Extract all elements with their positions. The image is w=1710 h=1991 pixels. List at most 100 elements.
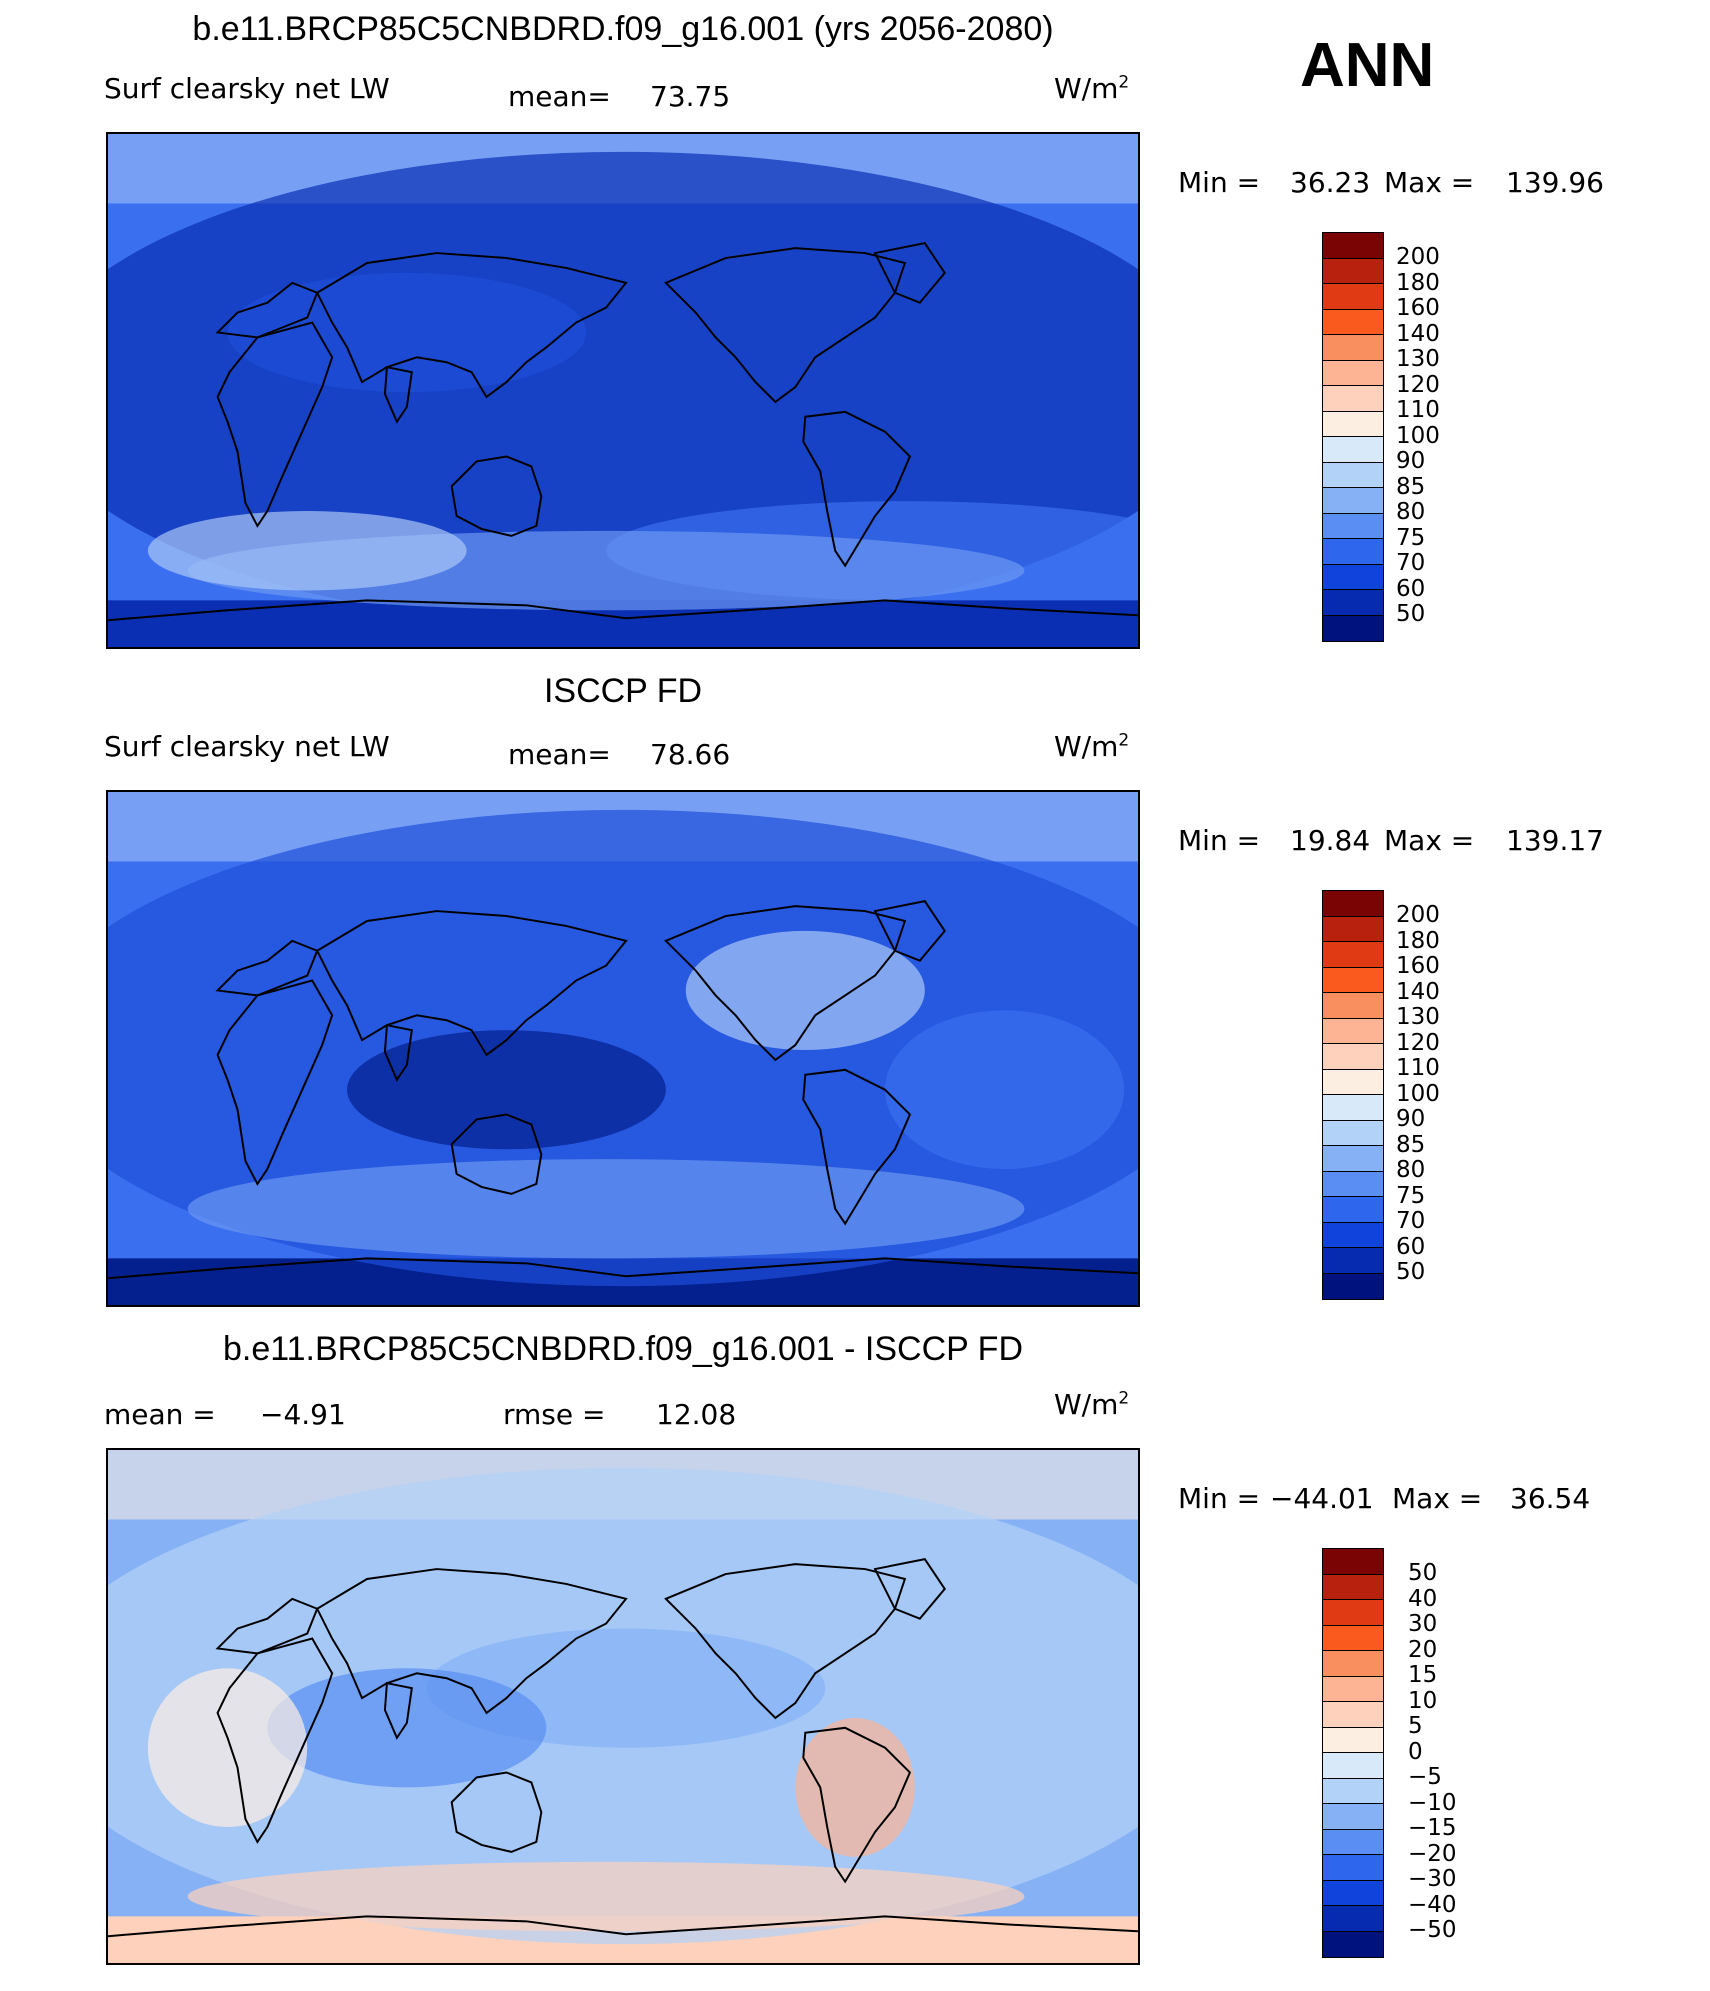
colorbar-tick-label: 75 (1396, 1182, 1426, 1209)
panel-title: b.e11.BRCP85C5CNBDRD.f09_g16.001 (yrs 20… (192, 10, 1054, 48)
colorbar-swatch (1323, 615, 1383, 641)
colorbar-tick-label: −40 (1408, 1891, 1457, 1918)
contour-region (685, 930, 925, 1050)
colorbar-tick-label: 160 (1396, 295, 1440, 321)
coastline (802, 410, 912, 568)
coastline (873, 900, 946, 962)
colorbar-tick-label: 85 (1396, 473, 1426, 500)
colorbar-swatch (1323, 462, 1383, 488)
coastline (383, 1023, 413, 1082)
colorbar-tick-label: 20 (1408, 1636, 1438, 1663)
colorbar-tick-label: 15 (1408, 1662, 1438, 1688)
colorbar-swatch (1323, 1906, 1383, 1932)
coastline (383, 1681, 413, 1740)
contour-region (187, 1159, 1025, 1259)
colorbar-tick-label: 90 (1396, 1106, 1426, 1132)
colorbar-tick-label: 30 (1408, 1611, 1438, 1637)
colorbar-tick-label: 100 (1396, 1080, 1440, 1107)
max-value: 139.96 (1506, 166, 1604, 199)
coastline (664, 1563, 907, 1720)
colorbar-tick-label: −10 (1408, 1789, 1457, 1816)
colorbar-tick-label: 75 (1396, 524, 1426, 551)
colorbar-tick-label: 10 (1408, 1687, 1438, 1714)
map-canvas (108, 1450, 1138, 1963)
rmse-value: 12.08 (656, 1398, 737, 1431)
season-label: ANN (1300, 31, 1435, 100)
colorbar-swatch (1323, 1222, 1383, 1248)
max-label: Max = (1384, 824, 1475, 857)
max-value: 139.17 (1506, 824, 1604, 857)
map-canvas (108, 134, 1138, 647)
colorbar-swatch (1323, 1018, 1383, 1044)
coastline (450, 1113, 543, 1195)
contour-region (227, 272, 587, 392)
colorbar-swatch (1323, 258, 1383, 284)
contour-region (347, 1030, 666, 1150)
colorbar-swatch (1323, 1273, 1383, 1299)
colorbar-tick-label: 50 (1408, 1560, 1438, 1586)
colorbar-swatch (1323, 1727, 1383, 1753)
colorbar-swatch (1323, 1829, 1383, 1855)
contour-map (106, 1448, 1140, 1965)
colorbar-swatch (1323, 1753, 1383, 1779)
colorbar-tick-label: 110 (1396, 397, 1440, 423)
coastline (315, 910, 628, 1057)
contour-region (795, 1717, 915, 1857)
coastline (315, 1568, 628, 1715)
mean-label: mean = (104, 1398, 216, 1431)
colorbar-tick-label: 60 (1396, 1233, 1426, 1260)
colorbar-swatch (1323, 411, 1383, 437)
contour-map (106, 132, 1140, 649)
mean-value: −4.91 (260, 1398, 346, 1431)
colorbar-swatch (1323, 284, 1383, 310)
colorbar-swatch (1323, 916, 1383, 942)
colorbar-tick-label: 40 (1408, 1585, 1438, 1612)
coastline (108, 1915, 1138, 1938)
colorbar-swatch (1323, 993, 1383, 1019)
mean-label: mean= (508, 738, 611, 771)
colorbar-tick-label: −50 (1408, 1917, 1457, 1943)
colorbar-tick-label: 200 (1396, 902, 1440, 928)
colorbar-swatch (1323, 1855, 1383, 1881)
colorbar-swatch (1323, 1676, 1383, 1702)
colorbar-swatch (1323, 1804, 1383, 1830)
colorbar-tick-label: 0 (1408, 1738, 1423, 1765)
colorbar-tick-label: 80 (1396, 1157, 1426, 1183)
colorbar-swatch (1323, 1778, 1383, 1804)
colorbar-swatch (1323, 437, 1383, 463)
colorbar-tick-label: 60 (1396, 575, 1426, 602)
colorbar-swatch (1323, 891, 1383, 917)
colorbar-swatch (1323, 233, 1383, 259)
colorbar-tick-label: 100 (1396, 422, 1440, 449)
contour-region (884, 1010, 1125, 1170)
variable-label: Surf clearsky net LW (104, 72, 390, 105)
colorbar-swatch (1323, 309, 1383, 335)
min-label: Min = (1178, 1482, 1261, 1515)
variable-label: Surf clearsky net LW (104, 730, 390, 763)
coastline (108, 1257, 1138, 1280)
coastline (664, 247, 907, 404)
rmse-label: rmse = (503, 1398, 606, 1431)
colorbar-tick-label: 200 (1396, 244, 1440, 270)
colorbar-tick-label: 70 (1396, 550, 1426, 576)
max-label: Max = (1384, 166, 1475, 199)
colorbar-tick-label: 120 (1396, 1029, 1440, 1056)
colorbar-tick-label: 110 (1396, 1055, 1440, 1081)
colorbar-swatch (1323, 1120, 1383, 1146)
colorbar (1322, 1548, 1384, 1958)
coastline (664, 905, 907, 1062)
coastline (315, 252, 628, 399)
coastline (873, 1558, 946, 1620)
colorbar-tick-label: 50 (1396, 1259, 1426, 1285)
colorbar-swatch (1323, 1044, 1383, 1070)
panel-title: ISCCP FD (543, 672, 703, 710)
coastline (802, 1068, 912, 1226)
colorbar-swatch (1323, 942, 1383, 968)
coastline (450, 1771, 543, 1853)
colorbar-tick-label: 180 (1396, 927, 1440, 954)
contour-region (187, 1861, 1025, 1932)
coastline (216, 321, 334, 528)
colorbar-tick-label: 90 (1396, 448, 1426, 474)
colorbar-swatch (1323, 1197, 1383, 1223)
min-value: 36.23 (1290, 166, 1371, 199)
